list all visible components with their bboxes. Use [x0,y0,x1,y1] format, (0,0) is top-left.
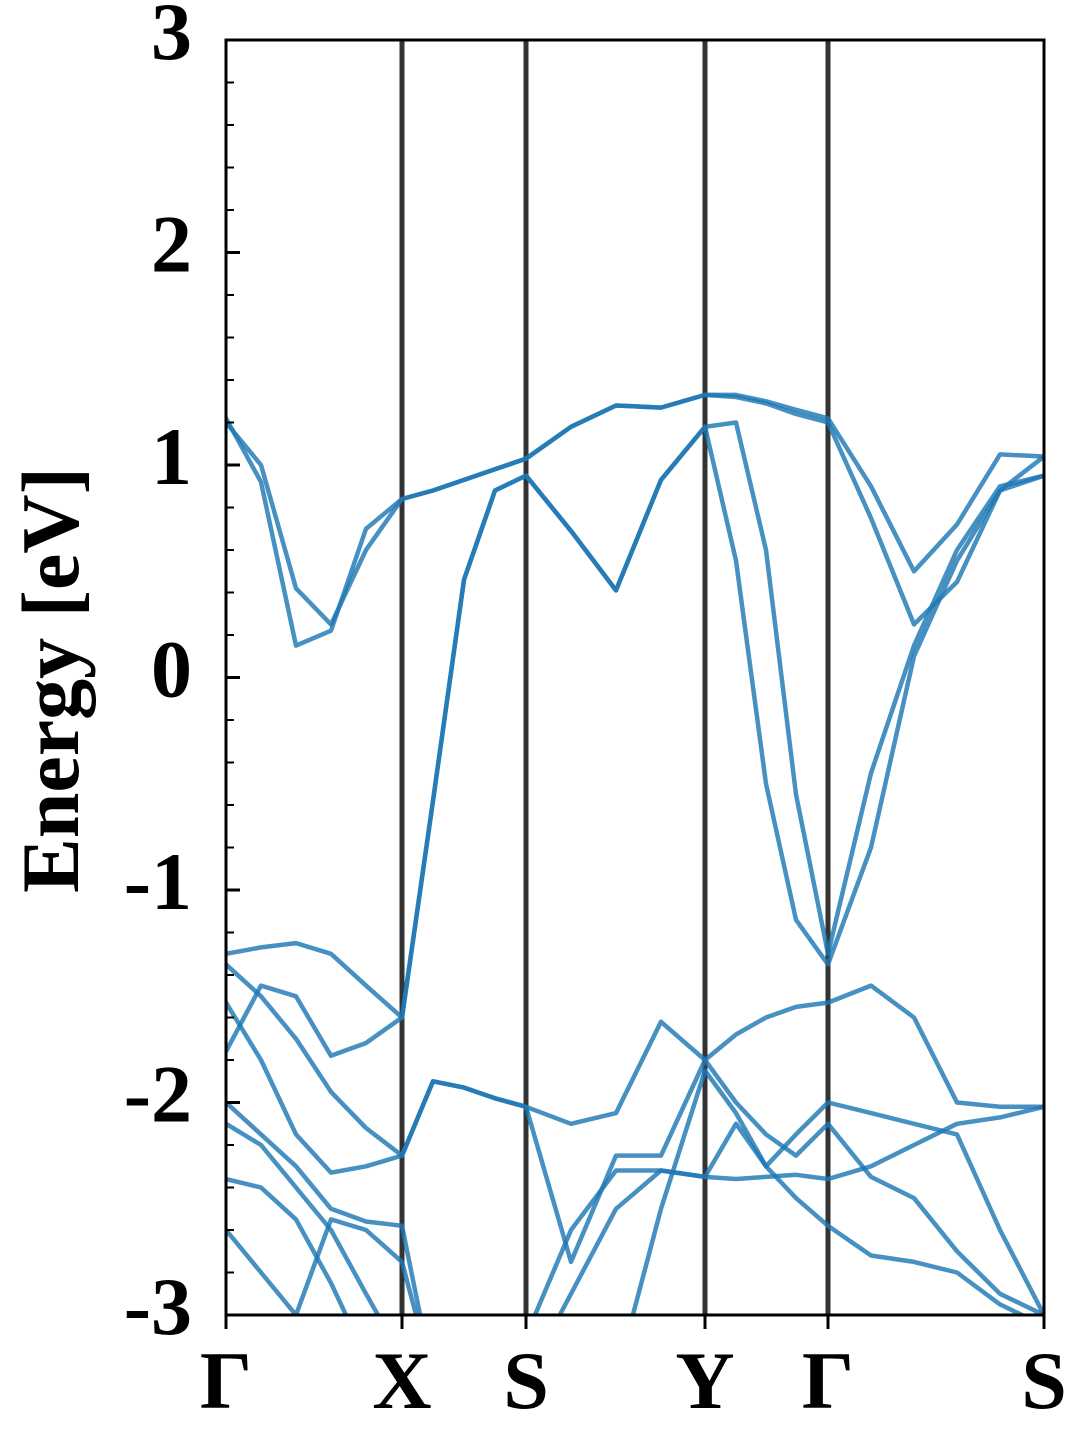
plot-frame [224,38,1046,1317]
y-tick-label: 3 [151,0,192,77]
y-tick-label: -3 [124,1261,192,1352]
x-tick-label: X [372,1335,431,1426]
x-tick-label: Y [675,1335,734,1426]
y-tick-label: -2 [124,1048,192,1139]
y-axis-label: Energy [eV] [5,467,96,893]
band-line [226,1100,1044,1315]
x-tick-label: Γ [802,1335,854,1426]
y-tick-label: 0 [151,623,192,714]
band-line [226,420,1044,1059]
bands [226,392,1044,1315]
band-line [226,1068,1028,1315]
band-line [226,1100,1044,1315]
band-line [226,392,1044,648]
band-line [226,424,1044,1020]
band-line [226,1217,1044,1315]
x-tick-label: Γ [200,1335,252,1426]
x-tick-label: S [1021,1335,1067,1426]
band-line [226,962,1044,1158]
y-tick-label: 2 [151,198,192,289]
y-tick-label: 1 [151,411,192,502]
y-tick-label: -1 [124,836,192,927]
band-line [226,1000,1044,1315]
kpoint-lines [399,40,831,1315]
x-tick-label: S [503,1335,549,1426]
band-line [226,392,1044,627]
